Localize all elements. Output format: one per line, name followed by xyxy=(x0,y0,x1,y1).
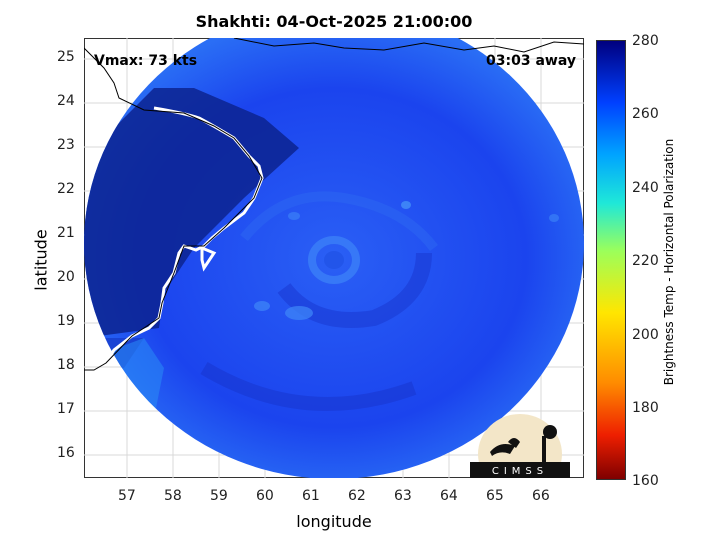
xtick-label: 64 xyxy=(440,488,458,504)
map-title: Shakhti: 04-Oct-2025 21:00:00 xyxy=(195,12,473,31)
xtick-label: 60 xyxy=(256,488,274,504)
xtick-label: 58 xyxy=(164,488,182,504)
country-border xyxy=(84,47,263,371)
colorbar-tick-label: 240 xyxy=(632,180,659,196)
colorbar-tick-label: 180 xyxy=(632,400,659,416)
time-away-annotation: 03:03 away xyxy=(486,53,576,69)
northern-coast xyxy=(233,38,584,53)
ytick-label: 18 xyxy=(57,357,75,373)
colorbar-tick-label: 220 xyxy=(632,253,659,269)
ytick-label: 22 xyxy=(57,181,75,197)
xtick-label: 65 xyxy=(486,488,504,504)
xtick-label: 66 xyxy=(532,488,550,504)
ytick-label: 23 xyxy=(57,137,75,153)
satellite-swath-map[interactable] xyxy=(84,38,584,478)
ytick-label: 24 xyxy=(57,93,75,109)
vmax-annotation: Vmax: 73 kts xyxy=(94,53,198,69)
colorbar-tick-label: 260 xyxy=(632,106,659,122)
xtick-label: 61 xyxy=(302,488,320,504)
colorbar xyxy=(596,40,626,480)
ytick-label: 17 xyxy=(57,401,75,417)
logo-text: CIMSS xyxy=(492,466,548,477)
ytick-label: 25 xyxy=(57,49,75,65)
ytick-label: 16 xyxy=(57,445,75,461)
y-axis-label: latitude xyxy=(31,229,51,291)
coastline-inlet xyxy=(200,245,217,272)
xtick-label: 59 xyxy=(210,488,228,504)
xtick-label: 57 xyxy=(118,488,136,504)
colorbar-title: Brightness Temp - Horizontal Polarizatio… xyxy=(662,138,676,386)
colorbar-tick-label: 160 xyxy=(632,473,659,489)
colorbar-tick-label: 200 xyxy=(632,327,659,343)
ytick-label: 19 xyxy=(57,313,75,329)
xtick-label: 62 xyxy=(348,488,366,504)
ytick-label: 21 xyxy=(57,225,75,241)
x-axis-label: longitude xyxy=(296,512,372,531)
ytick-label: 20 xyxy=(57,269,75,285)
colorbar-tick-label: 280 xyxy=(632,33,659,49)
xtick-label: 63 xyxy=(394,488,412,504)
cimss-logo: CIMSS xyxy=(470,414,570,478)
